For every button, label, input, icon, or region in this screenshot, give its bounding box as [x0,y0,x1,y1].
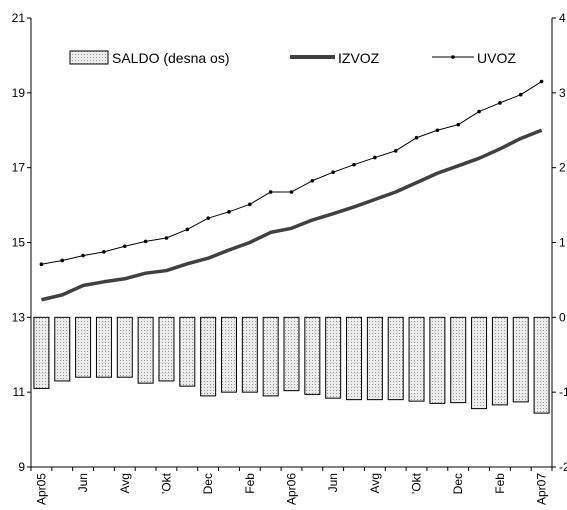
x-tick-label: Apr05 [34,473,48,505]
left-tick-label: 21 [12,11,26,25]
x-tick-label: Apr07 [535,473,549,505]
saldo-bar [283,316,300,392]
saldo-bars [33,316,550,414]
x-tick-label: 'Okt [159,472,173,494]
x-tick-label: Jun [326,473,340,492]
legend-saldo-label: SALDO (desna os) [112,50,230,66]
saldo-bar [75,316,92,378]
right-tick-label: 3 [559,86,566,100]
saldo-bar [512,316,529,403]
uvoz-point [498,101,502,105]
saldo-bar [54,316,71,382]
right-tick-label: 1 [559,236,566,250]
legend-uvoz-marker [451,55,455,59]
saldo-bar [241,316,258,393]
uvoz-point [331,170,335,174]
left-tick-label: 15 [12,236,26,250]
x-tick-label: Dec [451,473,465,494]
uvoz-point [393,149,398,153]
saldo-bar [137,316,154,384]
uvoz-point [352,162,356,167]
saldo-bar [346,316,363,401]
uvoz-point [102,250,106,254]
saldo-bar [200,316,217,397]
axes: 9 11 13 15 17 19 21 -2 -1 0 1 2 3 4 Apr05 Jun Avg 'Okt Dec… [12,11,567,505]
uvoz-point [164,236,169,240]
uvoz-point [435,128,440,133]
x-tick-label: Feb [243,473,257,494]
uvoz-point [518,92,523,97]
uvoz-point [143,239,148,244]
saldo-bar [262,316,279,397]
uvoz-point [81,253,85,258]
left-tick-label: 17 [12,161,26,175]
saldo-bar [533,316,550,414]
uvoz-point [60,258,65,263]
uvoz-point [122,244,127,249]
saldo-bar [179,316,196,387]
left-tick-label: 9 [18,460,25,474]
x-tick-label: Apr06 [285,473,299,505]
uvoz-point [477,109,481,114]
x-tick-label: Jun [76,473,90,492]
uvoz-point [227,210,231,214]
x-tick-label: 'Okt [410,472,424,494]
left-tick-label: 13 [12,310,26,324]
uvoz-point [539,79,544,84]
uvoz-point [39,262,44,267]
uvoz-point [310,178,315,183]
saldo-bar [491,316,508,406]
saldo-bar [158,316,175,382]
saldo-bar [325,316,342,399]
saldo-bar [95,316,112,378]
uvoz-point [289,190,294,194]
uvoz-point [248,202,252,207]
x-tick-label: Feb [493,473,507,494]
uvoz-point [373,155,377,160]
line-series [39,79,544,302]
x-tick-label: Avg [368,473,382,493]
x-tick-label: Avg [118,473,132,493]
uvoz-point [268,190,273,194]
uvoz-point [206,216,210,220]
right-tick-label: 2 [559,161,566,175]
uvoz-point [414,135,419,140]
right-tick-label: 0 [559,310,566,324]
left-tick-label: 11 [13,385,26,399]
saldo-bar [116,316,133,378]
legend: SALDO (desna os) IZVOZ UVOZ [69,50,516,66]
uvoz-point [185,227,190,232]
legend-saldo-swatch [69,50,109,65]
saldo-bar [366,316,383,401]
saldo-bar [471,316,488,410]
saldo-bar [220,316,237,393]
right-tick-label: -2 [559,460,567,474]
legend-izvoz-label: IZVOZ [338,50,380,66]
left-tick-label: 19 [12,86,26,100]
uvoz-point [456,122,461,127]
right-tick-label: -1 [559,385,567,399]
x-tick-label: Dec [201,473,215,494]
saldo-bar [304,316,321,395]
right-tick-label: 4 [559,11,566,25]
saldo-bar [408,316,425,402]
saldo-bar [429,316,446,404]
izvoz-line [41,128,543,302]
saldo-bar [450,316,467,404]
saldo-bar [387,316,404,401]
saldo-bar [33,316,50,389]
legend-uvoz-label: UVOZ [477,50,516,66]
